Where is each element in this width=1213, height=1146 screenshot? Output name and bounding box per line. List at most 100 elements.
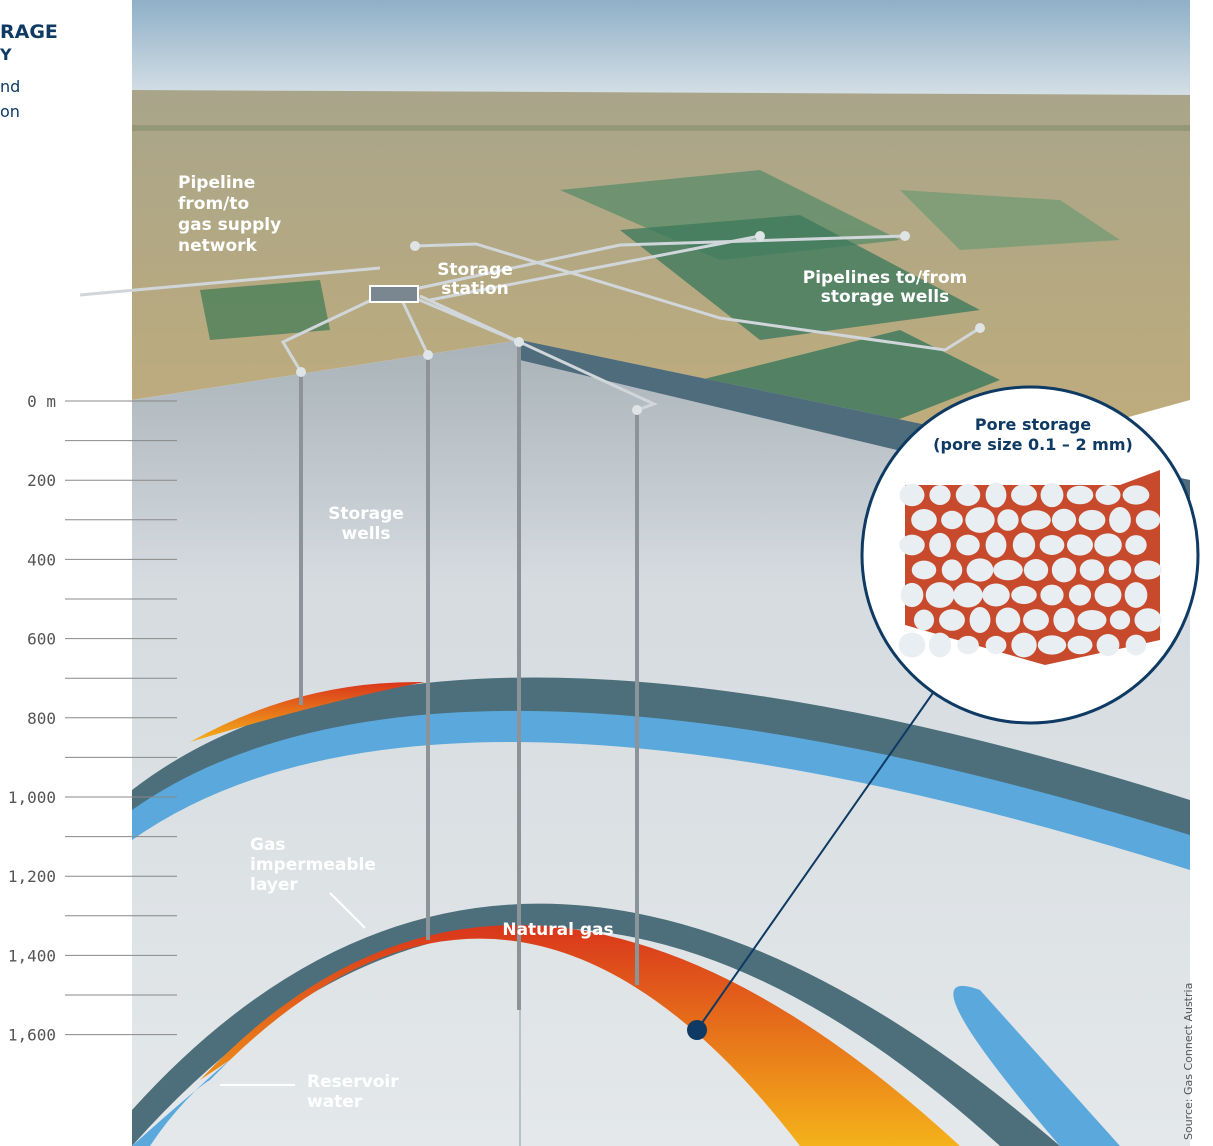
pore xyxy=(1066,485,1094,505)
pore xyxy=(955,483,981,507)
pipelines-wells-label: storage wells xyxy=(821,287,949,307)
impermeable-label: impermeable xyxy=(250,855,376,875)
pore xyxy=(1078,509,1106,531)
pore xyxy=(1095,485,1121,505)
layer-pointer xyxy=(329,892,366,929)
pipeline-label: gas supply xyxy=(178,215,281,235)
depth-label: 200 xyxy=(27,471,56,490)
pore xyxy=(913,609,935,631)
pore xyxy=(1011,632,1037,658)
natural-gas-label: Natural gas xyxy=(502,920,613,940)
pore xyxy=(899,483,925,507)
depth-label: 1,200 xyxy=(8,867,56,886)
water-label: Reservoir xyxy=(307,1072,399,1092)
pore xyxy=(1125,535,1147,555)
storage-station xyxy=(369,285,419,303)
pore xyxy=(969,607,991,633)
inset-connector xyxy=(696,689,936,1031)
inset-title: Pore storage xyxy=(975,415,1091,434)
pore xyxy=(1094,533,1122,557)
pore xyxy=(993,559,1023,581)
pore xyxy=(1021,510,1051,530)
pipeline-label: from/to xyxy=(178,194,249,214)
intro: on xyxy=(0,102,20,121)
pore xyxy=(939,609,965,631)
pore xyxy=(1109,507,1131,533)
station-label: station xyxy=(441,279,508,299)
pore xyxy=(929,532,951,558)
pore xyxy=(1124,582,1148,608)
pore xyxy=(1040,482,1064,508)
pore xyxy=(966,558,994,582)
pore xyxy=(1051,557,1077,583)
pore xyxy=(1067,635,1093,655)
pore-cube xyxy=(898,470,1162,665)
pore xyxy=(1051,508,1077,532)
pore xyxy=(1134,560,1162,580)
pipeline-label: network xyxy=(178,236,258,256)
pipelines-wells-label: Pipelines to/from xyxy=(803,268,968,288)
pore xyxy=(1135,510,1161,530)
title: RAGE xyxy=(0,21,58,43)
pore xyxy=(929,485,951,505)
pore xyxy=(1066,534,1094,556)
pore xyxy=(899,534,925,556)
depth-label: 400 xyxy=(27,550,56,569)
pore xyxy=(1094,583,1122,607)
pore xyxy=(1079,559,1105,581)
title-line2: Y xyxy=(0,45,12,64)
pore xyxy=(985,482,1007,508)
pore xyxy=(941,510,963,530)
pore xyxy=(1068,584,1092,606)
pore xyxy=(997,509,1019,531)
pore xyxy=(1096,634,1120,656)
inset-title: (pore size 0.1 – 2 mm) xyxy=(933,435,1133,454)
wells-label: wells xyxy=(341,524,390,544)
pore xyxy=(1077,609,1107,631)
inset-pointer xyxy=(687,1020,707,1040)
pore xyxy=(900,582,924,608)
station-label: Storage xyxy=(437,260,513,280)
pipe-nodes xyxy=(296,231,985,415)
pore xyxy=(957,635,979,655)
pore xyxy=(1108,560,1132,580)
pore xyxy=(1023,559,1049,581)
impermeable-label: layer xyxy=(250,875,298,895)
source: Source: Gas Connect Austria xyxy=(1182,983,1195,1140)
depth-label: 1,400 xyxy=(8,946,56,965)
impermeable-label: Gas xyxy=(250,835,286,855)
depth-label: 0 m xyxy=(27,392,56,411)
pore xyxy=(1011,484,1037,506)
pore xyxy=(1040,584,1064,606)
pore xyxy=(1037,635,1067,655)
depth-label: 800 xyxy=(27,709,56,728)
pipeline-label: Pipeline xyxy=(178,173,255,193)
depth-scale: 0 m 200 400 600 800 1,000 1,200 1,400 1,600 xyxy=(8,392,177,1045)
water-label: water xyxy=(307,1092,363,1112)
pore xyxy=(911,509,937,531)
depth-label: 1,000 xyxy=(8,788,56,807)
pore xyxy=(953,582,983,608)
pore xyxy=(1053,607,1075,633)
pore xyxy=(1039,535,1065,555)
pore xyxy=(995,607,1021,633)
wells-label: Storage xyxy=(328,504,404,524)
pore xyxy=(985,532,1007,558)
pore xyxy=(1012,532,1036,558)
pore xyxy=(898,632,926,658)
pore xyxy=(1122,485,1150,505)
pore xyxy=(925,582,955,608)
pore xyxy=(1134,608,1162,632)
pore xyxy=(1109,610,1131,630)
pore xyxy=(911,560,937,580)
pore xyxy=(956,534,980,556)
pore xyxy=(1011,585,1037,605)
pore xyxy=(1125,634,1147,656)
pore xyxy=(982,583,1010,607)
intro: nd xyxy=(0,77,20,96)
depth-label: 600 xyxy=(27,630,56,649)
depth-label: 1,600 xyxy=(8,1026,56,1045)
pore xyxy=(985,635,1007,655)
